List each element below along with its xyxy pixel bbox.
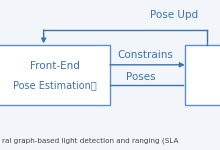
Text: Pose Estimation）: Pose Estimation） (13, 81, 97, 90)
Bar (185, 45, 220, 105)
Text: Front-End: Front-End (30, 61, 80, 71)
Bar (0, 45, 110, 105)
Text: ral graph-based light detection and ranging (SLA: ral graph-based light detection and rang… (2, 138, 179, 144)
Text: Pose Upd: Pose Upd (150, 10, 198, 20)
Text: Poses: Poses (126, 72, 156, 82)
Text: Constrains: Constrains (117, 50, 173, 60)
